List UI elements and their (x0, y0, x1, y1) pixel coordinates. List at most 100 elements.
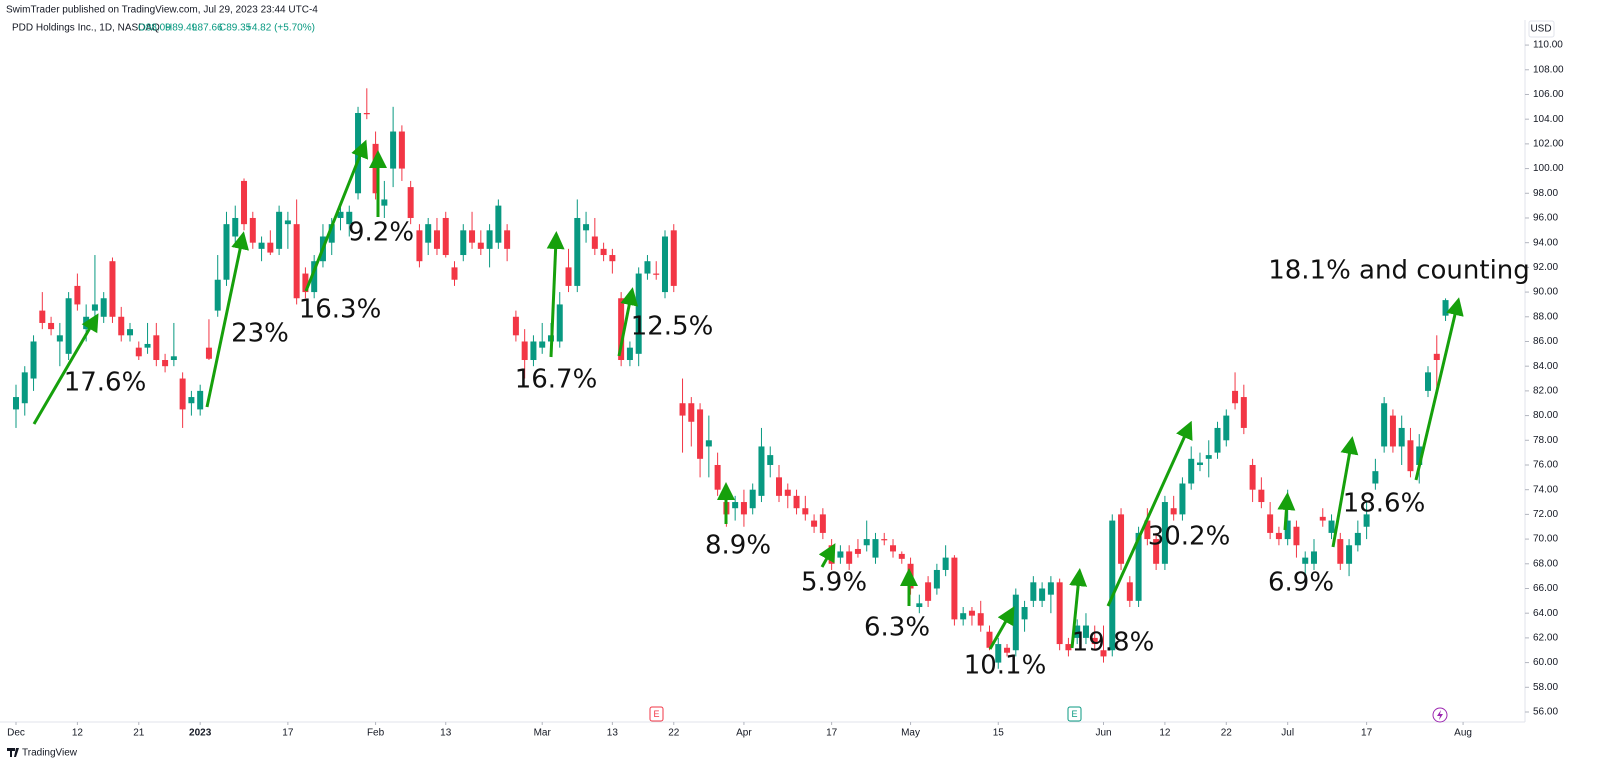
candle-body (872, 539, 879, 558)
annotation: 6.9% (1268, 568, 1334, 598)
candle-body (495, 205, 502, 243)
arrow (546, 231, 565, 358)
candle-body (1433, 353, 1440, 361)
y-tick-label: 64.00 (1533, 608, 1558, 619)
annotation: 19.8% (1072, 628, 1155, 658)
x-tick-label: 17 (826, 728, 838, 739)
candle-body (968, 610, 975, 616)
candle-body (416, 230, 423, 262)
annotation: 30.2% (1148, 522, 1231, 552)
earnings-label: E (1071, 709, 1077, 719)
candle-body (837, 551, 844, 558)
candle-body (1030, 582, 1037, 601)
candle-body (679, 403, 686, 416)
candle-body (661, 236, 668, 293)
candle-body (1047, 582, 1054, 595)
x-tick-label: 22 (668, 728, 680, 739)
candle-body (1381, 403, 1388, 447)
candle-body (1223, 415, 1230, 441)
candle-body (574, 217, 581, 286)
candle-body (425, 224, 432, 243)
y-tick-label: 74.00 (1533, 484, 1558, 495)
y-tick-label: 86.00 (1533, 336, 1558, 347)
x-tick-label: 13 (440, 728, 452, 739)
candle-body (223, 224, 230, 280)
candle-body (1398, 427, 1405, 447)
quote-high: H89.49 (165, 23, 198, 34)
candle-body (170, 356, 177, 361)
arrow (617, 287, 639, 357)
y-tick-label: 94.00 (1533, 237, 1558, 248)
y-tick-label: 106.00 (1533, 89, 1564, 100)
candle-body (854, 548, 861, 554)
tv-logo (7, 748, 19, 757)
candle-body (1328, 520, 1335, 533)
candle-body (12, 397, 19, 410)
candle-body (293, 224, 300, 299)
y-tick-label: 96.00 (1533, 213, 1558, 224)
candle-body (451, 267, 458, 280)
candle-body (626, 347, 633, 361)
candle-body (39, 310, 46, 323)
candle-body (942, 557, 949, 570)
candle-body (153, 335, 160, 361)
candle-body (732, 502, 739, 509)
x-tick-label: 17 (282, 728, 294, 739)
candle-body (539, 341, 546, 348)
candle-body (793, 495, 800, 509)
candle-body (486, 230, 493, 249)
y-tick-label: 70.00 (1533, 534, 1558, 545)
x-tick-label: May (901, 728, 920, 739)
candle-body (109, 261, 116, 317)
arrow (1414, 297, 1464, 481)
candle-body (705, 440, 712, 447)
x-tick-label: 17 (1361, 728, 1373, 739)
candle-body (653, 273, 660, 275)
candle-body (1407, 440, 1414, 472)
candle-body (776, 477, 783, 496)
candle-body (1310, 551, 1317, 564)
symbol: PDD Holdings Inc., 1D, NASDAQ (12, 23, 160, 34)
candle-body (433, 230, 440, 249)
arrow (818, 543, 836, 568)
x-tick-label: 21 (133, 728, 145, 739)
candle-body (565, 267, 572, 286)
candle-body (1074, 625, 1081, 638)
candle-body (670, 230, 677, 286)
candle-body (1135, 532, 1142, 601)
candle-body (65, 298, 72, 354)
candle-body (267, 242, 274, 253)
candle-body (644, 261, 651, 274)
candle-body (1196, 462, 1203, 465)
candle-body (381, 199, 388, 206)
candle-body (1153, 539, 1160, 564)
candle-body (697, 409, 704, 459)
annotation: 18.6% (1343, 489, 1426, 519)
candle-body (337, 211, 344, 218)
candle-body (1170, 508, 1177, 515)
candle-body (1337, 539, 1344, 564)
candle-body (749, 489, 756, 509)
y-tick-label: 72.00 (1533, 509, 1558, 520)
candle-body (48, 322, 55, 330)
y-tick-label: 76.00 (1533, 460, 1558, 471)
candle-body (1372, 471, 1379, 484)
candle-body (609, 255, 616, 262)
candle-body (363, 112, 370, 115)
candle-body (118, 316, 125, 336)
candle-body (284, 220, 291, 225)
annotation: 16.3% (299, 295, 382, 325)
candle-body (977, 613, 984, 626)
candle-body (1284, 520, 1291, 540)
x-tick-label: Aug (1454, 728, 1472, 739)
candle-body (83, 316, 90, 330)
candle-body (91, 304, 98, 311)
candle-body (205, 347, 212, 359)
candle-body (635, 273, 642, 354)
earnings-icon[interactable] (649, 706, 664, 722)
candle-body (1293, 526, 1300, 546)
y-tick-label: 62.00 (1533, 633, 1558, 644)
earnings-icon[interactable] (1067, 706, 1082, 722)
candle-body (986, 631, 993, 648)
candle-body (1039, 588, 1046, 601)
